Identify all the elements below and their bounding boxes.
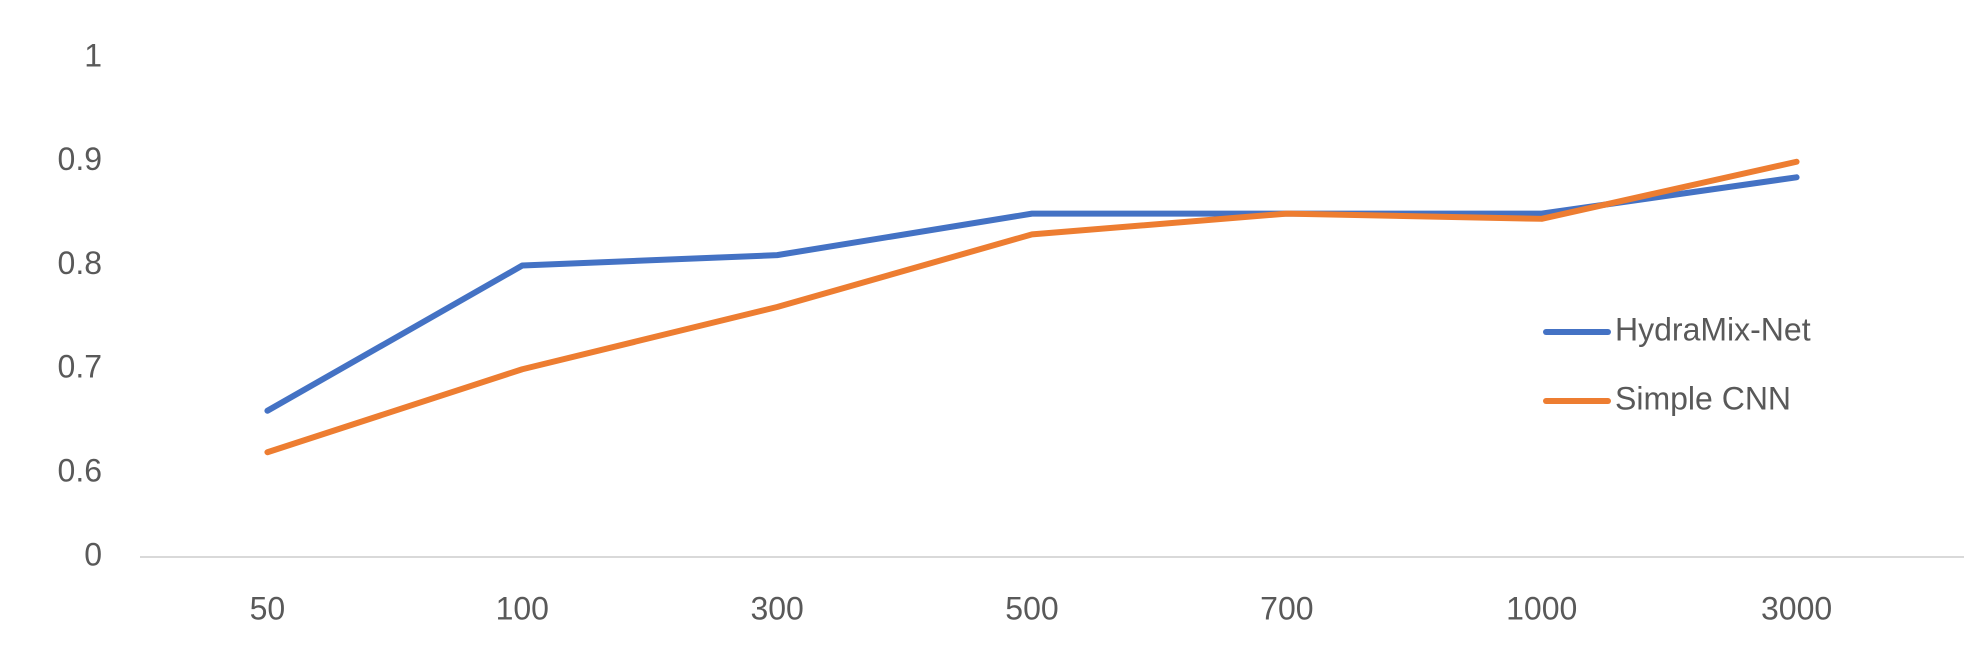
y-tick-label: 0 [84,536,102,572]
x-tick-label: 300 [750,590,803,626]
legend-label: HydraMix-Net [1615,311,1811,347]
series-line [264,158,1800,456]
x-tick-label: 100 [496,590,549,626]
y-tick-label: 0.8 [58,245,102,281]
x-tick-label: 3000 [1761,590,1832,626]
x-tick-label: 700 [1260,590,1313,626]
legend-label: Simple CNN [1615,380,1791,416]
x-tick-label: 1000 [1506,590,1577,626]
y-tick-label: 0.7 [58,349,102,385]
y-tick-label: 0.6 [58,452,102,488]
x-tick-label: 500 [1005,590,1058,626]
y-tick-label: 1 [84,37,102,73]
y-tick-label: 0.9 [58,141,102,177]
x-tick-label: 50 [250,590,286,626]
series-line [264,174,1800,414]
